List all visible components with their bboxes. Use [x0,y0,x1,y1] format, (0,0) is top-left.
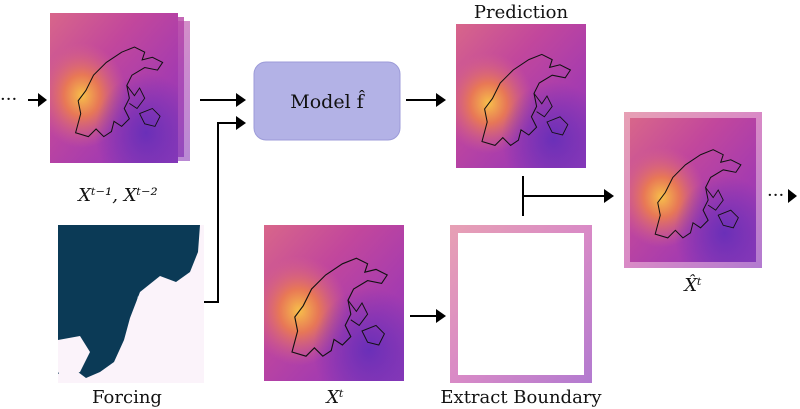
extract-boundary-label: Extract Boundary [440,387,602,408]
input-state-stack [50,13,190,163]
input-state-map [50,13,178,163]
output-state-map [624,112,762,268]
current-state-map [264,225,404,381]
model-to-prediction-arrow [406,93,446,107]
prediction-map [456,24,586,168]
current-state-label: Xᵗ [324,387,344,408]
model-box: Model f̂ [253,61,401,141]
model-label: Model f̂ [290,90,365,113]
output-arrow [788,189,797,203]
input-arrow [28,93,47,107]
forcing-map [58,225,204,383]
boundary-frame [450,225,592,383]
ellipsis-out: ··· [767,185,784,206]
forcing-to-model-arrow [204,116,246,303]
input-states-label: Xᵗ⁻¹, Xᵗ⁻² [76,185,157,206]
prediction-label: Prediction [474,2,569,23]
forcing-label: Forcing [92,387,162,408]
state-to-boundary-arrow [410,309,446,323]
inputs-to-model-arrow [200,93,246,107]
ellipsis-in: ··· [0,89,17,110]
merge-arrow [522,176,614,216]
output-state-label: X̂ᵗ [682,274,702,296]
